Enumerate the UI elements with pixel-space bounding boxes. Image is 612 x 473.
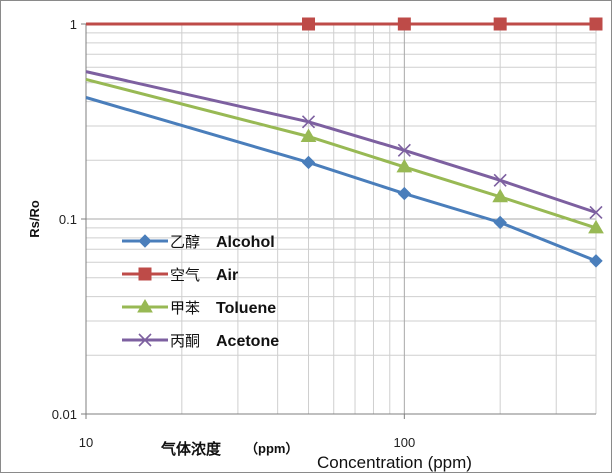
data-point-alcohol <box>301 155 316 170</box>
series-line-acetone <box>85 70 597 214</box>
data-point-toluene <box>300 128 317 142</box>
data-point-acetone <box>589 205 603 220</box>
data-point-toluene <box>588 219 604 234</box>
legend-label-zh-acetone: 丙酮 <box>170 332 200 350</box>
data-point-alcohol <box>589 254 603 268</box>
x-tick-label: 100 <box>393 435 415 450</box>
y-tick-label: 0.1 <box>59 212 77 227</box>
y-tick-label: 0.01 <box>52 407 77 422</box>
data-point-acetone <box>301 115 316 129</box>
x-axis-title-zh: 气体浓度 <box>160 440 222 458</box>
legend-label-alcohol: Alcohol <box>216 234 275 251</box>
series-line-alcohol <box>85 96 597 263</box>
x-axis-title-unit: （ppm） <box>245 441 298 456</box>
data-point-toluene <box>492 188 509 203</box>
y-axis-title: Rs/Ro <box>27 200 42 238</box>
legend-marker-acetone <box>138 333 152 347</box>
y-tick-label: 1 <box>70 17 77 32</box>
data-point-acetone <box>493 173 507 187</box>
legend-marker-air <box>138 267 152 281</box>
data-point-acetone <box>397 143 411 157</box>
legend-marker-alcohol <box>138 234 152 248</box>
data-point-alcohol <box>397 186 412 201</box>
data-point-alcohol <box>493 215 507 230</box>
data-point-air <box>493 17 507 31</box>
legend-label-zh-toluene: 甲苯 <box>170 299 200 317</box>
data-point-air <box>589 17 603 31</box>
data-point-air <box>302 17 316 31</box>
data-point-air <box>397 17 411 31</box>
legend-label-zh-air: 空气 <box>170 266 200 284</box>
legend-label-air: Air <box>216 267 238 284</box>
data-point-toluene <box>396 158 413 173</box>
legend-label-acetone: Acetone <box>216 333 279 350</box>
legend-label-toluene: Toluene <box>216 300 276 317</box>
legend-marker-toluene <box>137 299 153 313</box>
legend-label-zh-alcohol: 乙醇 <box>170 233 200 251</box>
x-tick-label: 10 <box>79 435 93 450</box>
x-axis-title-en: Concentration (ppm) <box>317 453 472 472</box>
